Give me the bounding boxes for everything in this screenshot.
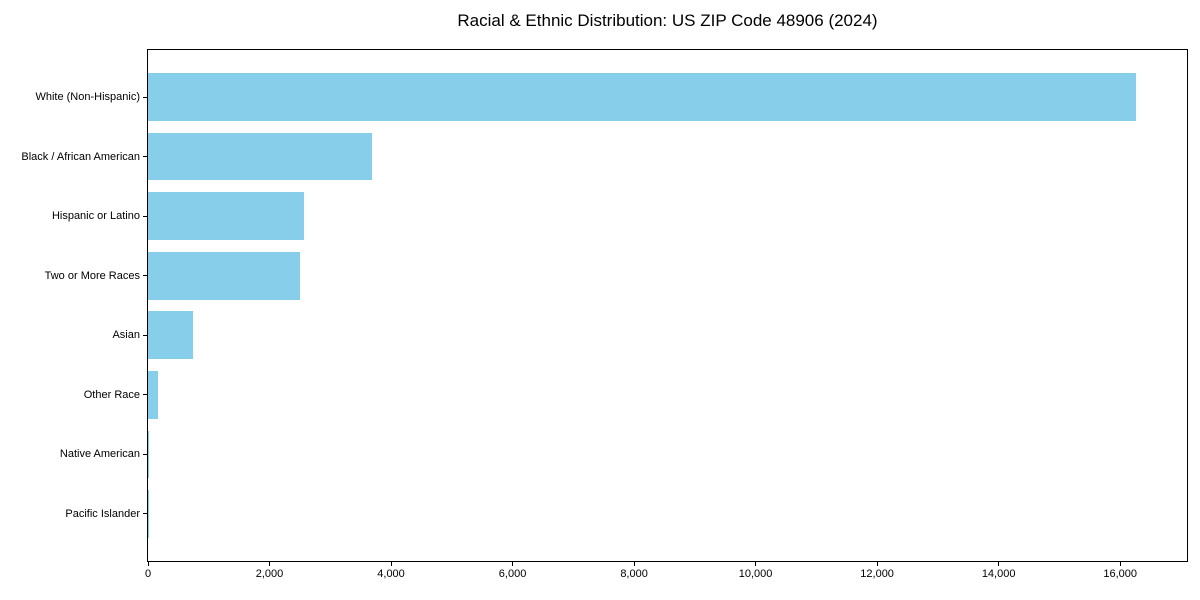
x-axis-tick xyxy=(998,561,1000,566)
x-tick-label: 6,000 xyxy=(498,568,527,580)
bar xyxy=(148,192,305,240)
x-axis-tick xyxy=(147,561,149,566)
x-tick-label: 12,000 xyxy=(860,568,894,580)
bar xyxy=(148,430,150,479)
category-label: Native American xyxy=(59,448,140,461)
y-axis-tick xyxy=(143,215,148,217)
bar xyxy=(148,132,372,181)
x-tick-label: 4,000 xyxy=(377,568,405,580)
category-label: White (Non-Hispanic) xyxy=(35,91,140,104)
y-axis-tick xyxy=(143,334,148,336)
y-axis-tick xyxy=(143,513,148,515)
bar xyxy=(148,311,194,360)
y-axis-tick xyxy=(143,156,148,158)
x-tick-label: 2,000 xyxy=(255,568,284,580)
x-axis-tick xyxy=(512,561,514,566)
y-axis-tick xyxy=(143,96,148,98)
y-axis-tick xyxy=(143,394,148,396)
x-axis-tick xyxy=(390,561,392,566)
x-axis-tick xyxy=(755,561,757,566)
category-label: Hispanic or Latino xyxy=(51,210,140,223)
y-axis-tick xyxy=(143,275,148,277)
category-label: Pacific Islander xyxy=(65,507,140,520)
x-axis-tick xyxy=(633,561,635,566)
bar xyxy=(148,371,158,419)
y-axis-tick xyxy=(143,453,148,455)
plot-area xyxy=(143,49,1188,566)
x-tick-label: 0 xyxy=(144,568,152,580)
category-label: Two or More Races xyxy=(44,269,140,282)
bar xyxy=(148,490,149,538)
x-tick-label: 16,000 xyxy=(1103,568,1137,580)
category-label: Black / African American xyxy=(21,150,140,163)
category-label: Asian xyxy=(112,329,140,342)
x-tick-label: 14,000 xyxy=(981,568,1016,580)
bar xyxy=(148,73,1136,121)
bar xyxy=(148,251,300,300)
x-axis-tick xyxy=(269,561,271,566)
category-label: Other Race xyxy=(83,388,140,401)
x-axis-tick xyxy=(876,561,878,566)
x-axis-tick xyxy=(1119,561,1121,566)
x-tick-label: 8,000 xyxy=(620,568,648,580)
x-tick-label: 10,000 xyxy=(738,568,773,580)
chart-title: Racial & Ethnic Distribution: US ZIP Cod… xyxy=(457,11,878,30)
